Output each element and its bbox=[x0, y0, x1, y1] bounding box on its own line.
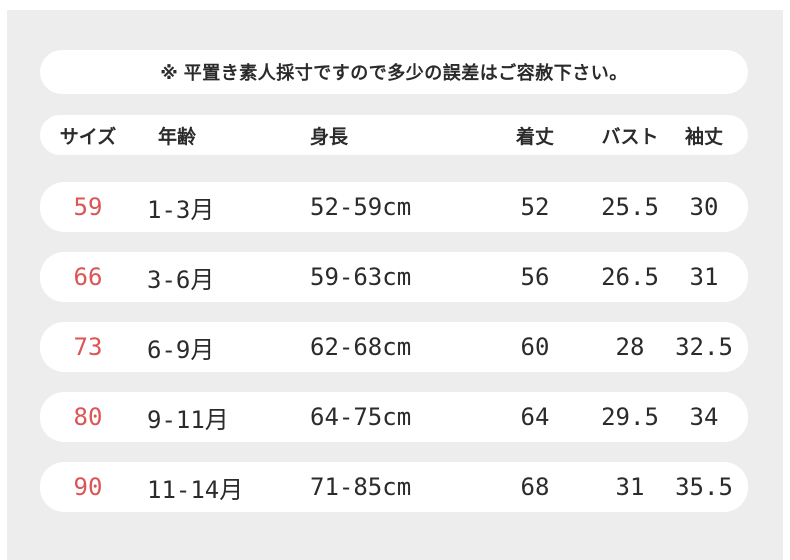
cell-size: 80 bbox=[73, 403, 103, 431]
cell-sleeve: 35.5 bbox=[675, 473, 733, 501]
cell-height: 64-75cm bbox=[310, 403, 412, 431]
cell-age: 6-9月 bbox=[147, 335, 215, 364]
cell-length: 56 bbox=[520, 263, 550, 291]
gray-panel: ※ 平置き素人採寸ですので多少の誤差はご容赦下さい。 サイズ 年齢 身長 着丈 バスト 袖… bbox=[7, 10, 783, 560]
column-header-size: サイズ bbox=[59, 126, 117, 148]
cell-age: 11-14月 bbox=[147, 475, 244, 504]
table-row: 59 1-3月 52-59cm 52 25.5 30 bbox=[40, 182, 748, 232]
cell-bust: 31 bbox=[615, 473, 645, 501]
cell-sleeve: 34 bbox=[689, 403, 719, 431]
table-row: 80 9-11月 64-75cm 64 29.5 34 bbox=[40, 392, 748, 442]
table-row: 66 3-6月 59-63cm 56 26.5 31 bbox=[40, 252, 748, 302]
cell-sleeve: 32.5 bbox=[675, 333, 733, 361]
cell-size: 66 bbox=[73, 263, 103, 291]
cell-length: 68 bbox=[520, 473, 550, 501]
cell-height: 71-85cm bbox=[310, 473, 412, 501]
cell-age: 9-11月 bbox=[147, 405, 229, 434]
cell-height: 62-68cm bbox=[310, 333, 412, 361]
cell-length: 52 bbox=[520, 193, 550, 221]
table-row: 90 11-14月 71-85cm 68 31 35.5 bbox=[40, 462, 748, 512]
column-header-bust: バスト bbox=[601, 126, 659, 148]
cell-age: 3-6月 bbox=[147, 265, 215, 294]
size-chart-content: ※ 平置き素人採寸ですので多少の誤差はご容赦下さい。 サイズ 年齢 身長 着丈 バスト 袖… bbox=[7, 10, 783, 512]
table-body: 59 1-3月 52-59cm 52 25.5 30 66 3-6月 59-63cm 56 26.5… bbox=[40, 182, 783, 512]
column-header-height: 身長 bbox=[310, 126, 349, 148]
column-header-sleeve: 袖丈 bbox=[684, 126, 723, 148]
cell-bust: 28 bbox=[615, 333, 645, 361]
cell-sleeve: 30 bbox=[689, 193, 719, 221]
cell-size: 90 bbox=[73, 473, 103, 501]
cell-bust: 26.5 bbox=[601, 263, 659, 291]
table-header-row: サイズ 年齢 身長 着丈 バスト 袖丈 bbox=[40, 115, 748, 155]
cell-size: 59 bbox=[73, 193, 103, 221]
cell-height: 59-63cm bbox=[310, 263, 412, 291]
table-row: 73 6-9月 62-68cm 60 28 32.5 bbox=[40, 322, 748, 372]
cell-length: 60 bbox=[520, 333, 550, 361]
column-header-age: 年齢 bbox=[158, 126, 197, 148]
cell-height: 52-59cm bbox=[310, 193, 412, 221]
cell-bust: 29.5 bbox=[601, 403, 659, 431]
cell-sleeve: 31 bbox=[689, 263, 719, 291]
cell-length: 64 bbox=[520, 403, 550, 431]
cell-size: 73 bbox=[73, 333, 103, 361]
cell-bust: 25.5 bbox=[601, 193, 659, 221]
measurement-notice-text: ※ 平置き素人採寸ですので多少の誤差はご容赦下さい。 bbox=[160, 63, 628, 83]
column-header-length: 着丈 bbox=[515, 126, 554, 148]
measurement-notice-bar: ※ 平置き素人採寸ですので多少の誤差はご容赦下さい。 bbox=[40, 50, 748, 94]
cell-age: 1-3月 bbox=[147, 195, 215, 224]
